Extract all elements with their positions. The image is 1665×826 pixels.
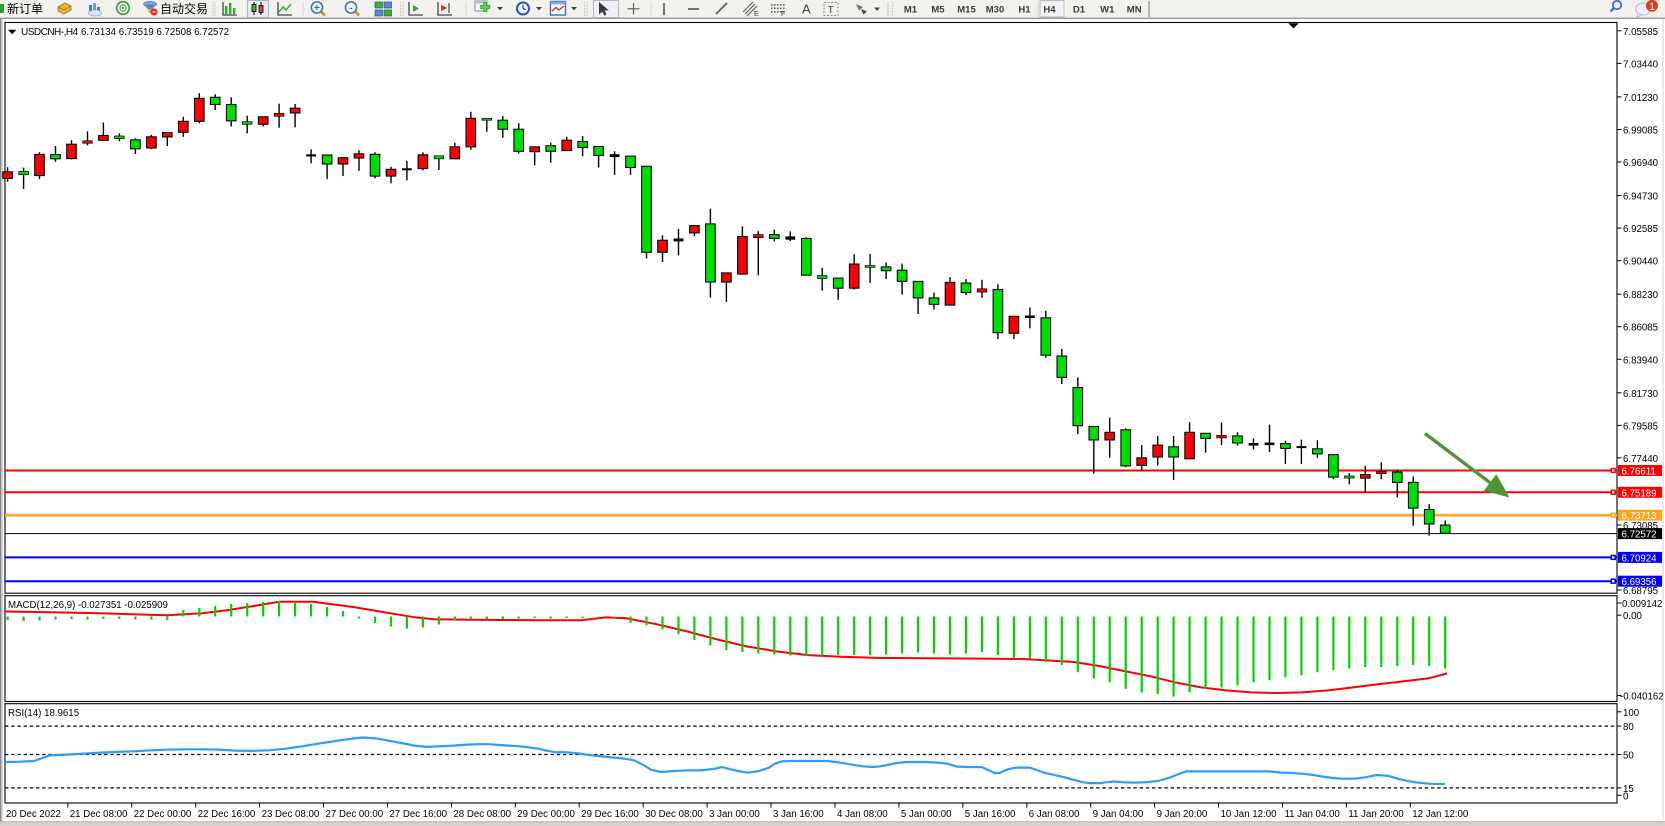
svg-text:6 Jan 08:00: 6 Jan 08:00 — [1029, 809, 1080, 820]
svg-text:7.03440: 7.03440 — [1623, 59, 1659, 70]
svg-text:6.73134 6.73519 6.72508 6.7257: 6.73134 6.73519 6.72508 6.72572 — [81, 27, 229, 38]
svg-text:12 Jan 12:00: 12 Jan 12:00 — [1412, 809, 1469, 820]
svg-text:0: 0 — [1623, 791, 1629, 802]
svg-text:9 Jan 04:00: 9 Jan 04:00 — [1093, 809, 1144, 820]
svg-text:0.009142: 0.009142 — [1622, 599, 1662, 610]
svg-text:9 Jan 20:00: 9 Jan 20:00 — [1157, 809, 1208, 820]
svg-text:6.96940: 6.96940 — [1623, 158, 1659, 169]
svg-text:100: 100 — [1623, 708, 1640, 719]
svg-text:0.00: 0.00 — [1623, 611, 1642, 622]
svg-text:6.68795: 6.68795 — [1623, 586, 1658, 597]
svg-text:30 Dec 08:00: 30 Dec 08:00 — [645, 809, 703, 820]
svg-text:80: 80 — [1623, 722, 1634, 733]
svg-text:M30: M30 — [986, 5, 1004, 16]
svg-text:6.70924: 6.70924 — [1622, 553, 1658, 564]
svg-text:6.92585: 6.92585 — [1623, 224, 1658, 235]
svg-text:6.88230: 6.88230 — [1623, 290, 1659, 301]
svg-text:6.75189: 6.75189 — [1622, 488, 1657, 499]
svg-text:W1: W1 — [1100, 5, 1115, 16]
svg-text:MN: MN — [1127, 5, 1142, 16]
svg-text:RSI(14) 18.9615: RSI(14) 18.9615 — [8, 708, 79, 719]
svg-text:50: 50 — [1623, 751, 1634, 762]
svg-text:6.86085: 6.86085 — [1623, 323, 1658, 334]
svg-text:H1: H1 — [1018, 5, 1031, 16]
svg-text:22 Dec 16:00: 22 Dec 16:00 — [198, 809, 256, 820]
svg-text:MACD(12,26,9) -0.027351 -0.025: MACD(12,26,9) -0.027351 -0.025909 — [8, 600, 168, 611]
svg-text:22 Dec 00:00: 22 Dec 00:00 — [134, 809, 192, 820]
svg-text:6.69356: 6.69356 — [1622, 577, 1657, 588]
svg-text:11 Jan 20:00: 11 Jan 20:00 — [1348, 809, 1404, 820]
svg-text:M5: M5 — [931, 5, 945, 16]
svg-text:6.79585: 6.79585 — [1623, 421, 1658, 432]
svg-text:10 Jan 12:00: 10 Jan 12:00 — [1221, 809, 1278, 820]
svg-text:4 Jan 08:00: 4 Jan 08:00 — [837, 809, 888, 820]
svg-text:7.01230: 7.01230 — [1623, 93, 1659, 104]
svg-text:D1: D1 — [1073, 5, 1086, 16]
svg-text:28 Dec 08:00: 28 Dec 08:00 — [453, 809, 511, 820]
svg-text:27 Dec 16:00: 27 Dec 16:00 — [389, 809, 447, 820]
svg-text:6.72572: 6.72572 — [1622, 530, 1657, 541]
svg-text:23 Dec 08:00: 23 Dec 08:00 — [262, 809, 320, 820]
svg-text:6.73713: 6.73713 — [1622, 511, 1657, 522]
svg-text:29 Dec 16:00: 29 Dec 16:00 — [581, 809, 639, 820]
svg-text:新订单: 新订单 — [7, 1, 43, 16]
svg-text:7.05585: 7.05585 — [1623, 27, 1658, 38]
svg-text:A: A — [802, 2, 811, 17]
svg-text:6.76611: 6.76611 — [1622, 467, 1656, 478]
svg-text:6.90440: 6.90440 — [1623, 257, 1659, 268]
svg-text:6.73085: 6.73085 — [1623, 521, 1658, 532]
svg-text:+: + — [314, 2, 320, 14]
svg-text:M15: M15 — [957, 5, 976, 16]
svg-text:1: 1 — [1649, 1, 1655, 13]
svg-text:M1: M1 — [904, 5, 918, 16]
svg-text:-: - — [349, 2, 353, 14]
svg-text:5 Jan 00:00: 5 Jan 00:00 — [901, 809, 952, 820]
svg-text:3 Jan 16:00: 3 Jan 16:00 — [773, 809, 824, 820]
svg-text:27 Dec 00:00: 27 Dec 00:00 — [326, 809, 384, 820]
svg-text:H4: H4 — [1043, 5, 1056, 16]
svg-text:T: T — [828, 4, 835, 16]
svg-text:15: 15 — [1623, 784, 1634, 795]
svg-text:-0.040162: -0.040162 — [1620, 692, 1664, 703]
svg-text:自动交易: 自动交易 — [160, 1, 208, 16]
svg-text:21 Dec 08:00: 21 Dec 08:00 — [70, 809, 128, 820]
svg-text:20 Dec 2022: 20 Dec 2022 — [6, 809, 61, 820]
svg-text:6.99085: 6.99085 — [1623, 126, 1658, 137]
svg-text:29 Dec 00:00: 29 Dec 00:00 — [517, 809, 575, 820]
svg-text:USDCNH-,H4: USDCNH-,H4 — [21, 27, 79, 38]
svg-text:6.77440: 6.77440 — [1623, 454, 1659, 465]
svg-text:11 Jan 04:00: 11 Jan 04:00 — [1285, 809, 1341, 820]
svg-text:6.81730: 6.81730 — [1623, 389, 1659, 400]
svg-text:E: E — [754, 11, 759, 18]
svg-text:F: F — [781, 11, 785, 18]
svg-text:5 Jan 16:00: 5 Jan 16:00 — [965, 809, 1016, 820]
svg-text:3 Jan 00:00: 3 Jan 00:00 — [709, 809, 760, 820]
svg-text:6.94730: 6.94730 — [1623, 192, 1659, 203]
svg-text:6.83940: 6.83940 — [1623, 355, 1659, 366]
